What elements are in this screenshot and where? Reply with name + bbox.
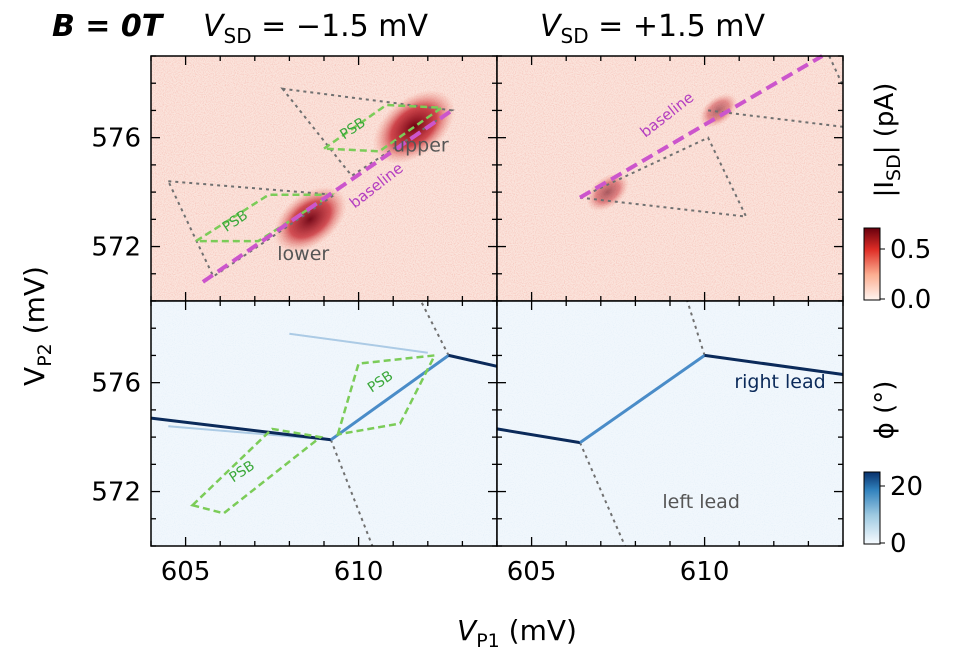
x-title-rest: (mV) — [500, 614, 577, 647]
bottom-right-xtick-label-610: 610 — [680, 557, 730, 587]
bottom-right-lead-line-0 — [496, 427, 581, 445]
cb-current-tick-label-0: 0.5 — [890, 235, 931, 265]
right-title-symbol: V — [540, 9, 563, 44]
colorbar-phase-bar — [863, 471, 881, 545]
colorbar-current-bar — [863, 227, 881, 301]
top-right-triangle-0 — [576, 136, 748, 218]
bottom-right-dashed-line-1 — [686, 300, 706, 356]
top-right-boundary-line-1 — [828, 55, 844, 87]
top-left-triangle-0 — [166, 180, 338, 278]
bottom-right-dashed-line-0 — [579, 442, 626, 547]
top-left-triangle-1 — [280, 87, 455, 178]
colorbar-current-label: |ISD| (pA) — [870, 83, 905, 198]
bottom-left-psb-region-0 — [190, 427, 324, 515]
top-left-annotation-upper-0: upper — [393, 134, 449, 156]
bottom-left-faint-line-0 — [289, 332, 428, 354]
colorbar-current: |ISD| (pA) 0.5 0.0 — [863, 83, 931, 315]
y-title-rest: (mV) — [18, 266, 51, 343]
bottom-left-lead-line-0 — [150, 416, 332, 442]
top-left-annotation-lower-1: lower — [277, 243, 329, 265]
bottom-right-lead-line-2 — [704, 353, 844, 376]
top-right-boundary-line-0 — [707, 109, 844, 128]
top-left-baseline — [201, 108, 454, 284]
cb-current-tick-label-1: 0.0 — [890, 285, 931, 315]
bottom-right-noise — [497, 301, 843, 546]
cb-current-pre: |I — [870, 181, 900, 197]
panel-bottom-right-phase: right lead left lead 605 610 — [496, 300, 844, 587]
bottom-left-dashed-line-0 — [329, 439, 374, 547]
bottom-left-noise — [151, 301, 497, 546]
top-left-psb-region-1 — [320, 103, 446, 153]
right-title-sub: SD — [561, 24, 589, 48]
left-panel-title: VSD = −1.5 mV — [203, 9, 428, 48]
cb-phase-tick-label-1: 0 — [890, 529, 907, 559]
bottom-left-xtick-label-610: 610 — [334, 557, 384, 587]
top-right-current-hotspot-1 — [699, 93, 738, 128]
bottom-right-xtick-label-605: 605 — [507, 557, 557, 587]
colorbar-phase: ϕ (°) 20 0 — [863, 381, 923, 559]
field-label: B = 0T — [52, 9, 165, 44]
bottom-right-annotation-left-lead-1: left lead — [662, 491, 739, 513]
cb-current-post: | (pA) — [870, 83, 900, 155]
cb-phase-tick-label-0: 20 — [890, 472, 923, 502]
bottom-left-dashed-line-1 — [420, 300, 450, 356]
bottom-left-lead-line-1 — [330, 354, 450, 442]
left-title-symbol: V — [203, 9, 226, 44]
top-left-ytick-label-572: 572 — [91, 233, 141, 263]
x-axis-title: VP1 (mV) — [457, 614, 577, 652]
top-right-current-hotspot-0 — [586, 172, 630, 212]
cb-current-sub: SD — [883, 154, 905, 181]
top-right-baseline — [578, 54, 824, 200]
y-axis-title: VP2 (mV) — [18, 266, 56, 386]
bottom-left-ytick-label-572: 572 — [91, 478, 141, 508]
y-title-sub: P2 — [34, 343, 56, 367]
x-title-sub: P1 — [476, 630, 500, 652]
bottom-left-xtick-label-605: 605 — [161, 557, 211, 587]
top-left-ytick-label-576: 576 — [91, 124, 141, 154]
x-title-symbol: V — [457, 614, 478, 647]
y-title-symbol: V — [18, 367, 51, 386]
panel-top-right-current: baseline — [496, 54, 844, 302]
right-panel-title: VSD = +1.5 mV — [540, 9, 765, 48]
right-title-rest: = +1.5 mV — [589, 9, 766, 44]
top-right-noise — [497, 56, 843, 301]
bottom-left-ytick-label-576: 576 — [91, 369, 141, 399]
top-left-current-hotspot-0 — [273, 186, 347, 253]
bottom-left-psb-region-1 — [336, 353, 437, 436]
bottom-left-lead-line-2 — [448, 353, 498, 368]
left-title-sub: SD — [224, 24, 252, 48]
bottom-right-lead-line-1 — [579, 354, 706, 444]
bottom-right-annotation-right-lead-0: right lead — [734, 371, 825, 393]
colorbar-phase-label: ϕ (°) — [870, 381, 900, 440]
left-title-rest: = −1.5 mV — [252, 9, 429, 44]
